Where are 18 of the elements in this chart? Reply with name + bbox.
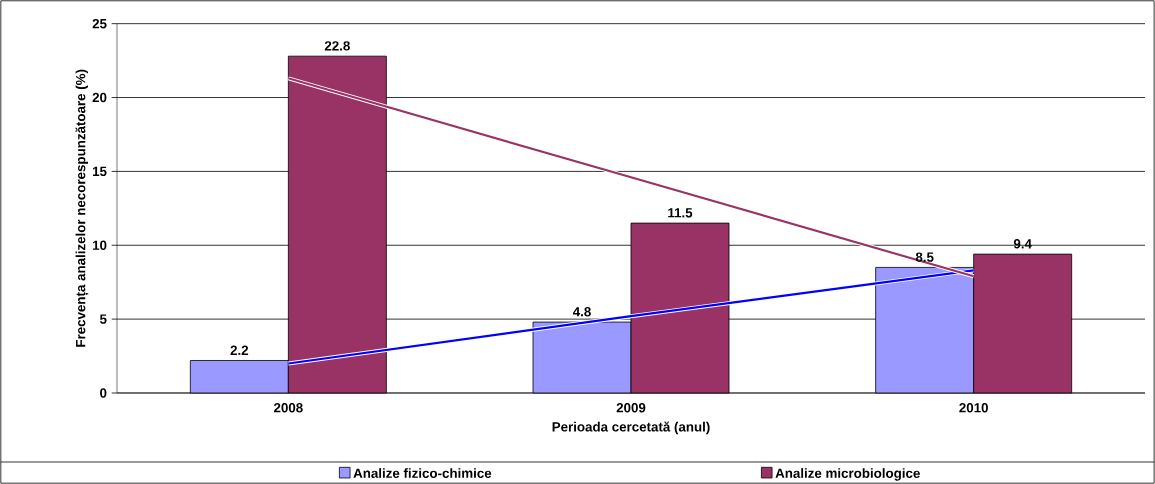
y-tick-label: 25 (92, 18, 107, 29)
data-label: 8.5 (915, 252, 934, 262)
data-label: 22.8 (324, 41, 350, 51)
y-tick-label: 20 (92, 92, 107, 103)
data-label: 4.8 (572, 307, 591, 317)
data-label: 11.5 (668, 208, 693, 218)
x-tick-label: 2009 (616, 403, 646, 413)
y-tick-label: 15 (92, 166, 107, 177)
x-axis-title: Perioada cercetată (anul) (552, 421, 710, 435)
y-tick-label: 10 (92, 240, 107, 250)
y-tick-label: 0 (100, 388, 107, 398)
x-tick-label: 2008 (273, 403, 303, 413)
x-tick-label: 2010 (959, 403, 988, 413)
y-tick-label: 5 (99, 314, 107, 324)
y-axis-title: Frecvența analizelor necorespunzătoare (%) (75, 69, 89, 347)
data-label: 2.2 (230, 345, 249, 355)
legend-label: Analize fizico-chimice (353, 468, 492, 478)
legend-label: Analize microbiologice (775, 468, 920, 481)
